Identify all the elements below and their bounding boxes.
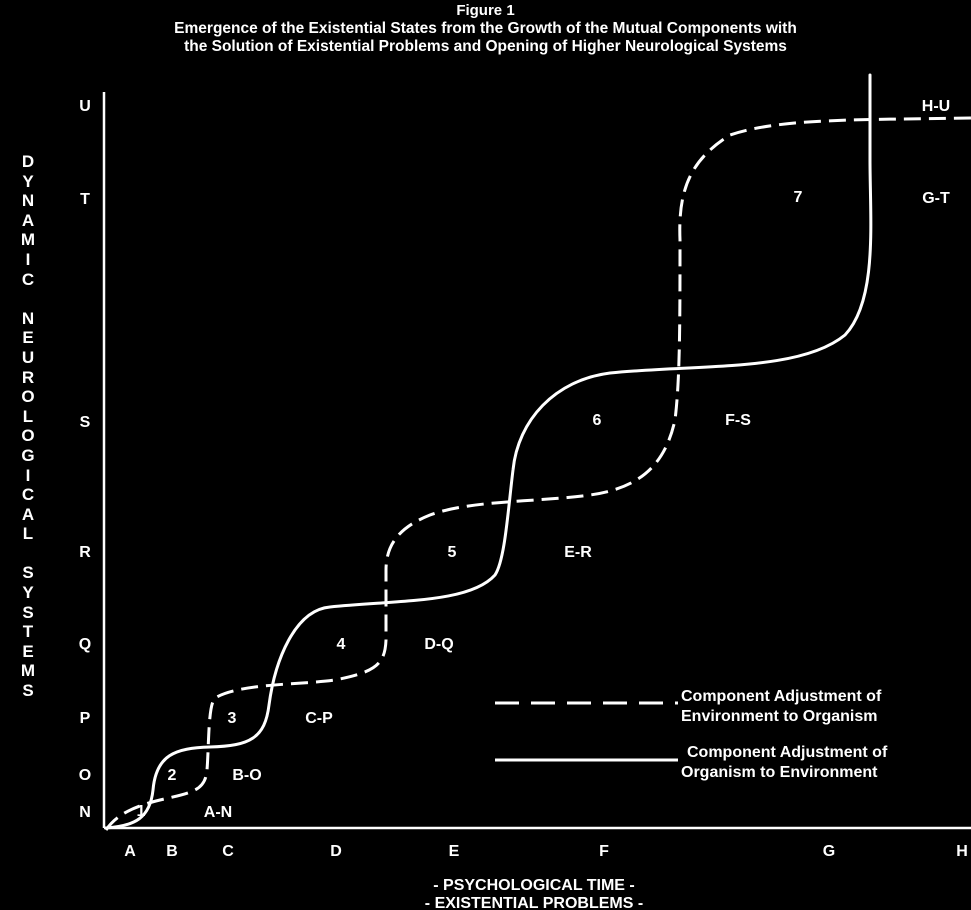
state-number-4: 4: [337, 636, 346, 653]
y-axis-label-letter: N: [21, 308, 35, 328]
x-tick-f: F: [599, 843, 609, 860]
x-axis-label-line-1: - PSYCHOLOGICAL TIME -: [433, 877, 634, 894]
y-axis-label-letter: C: [21, 269, 35, 289]
figure-number: Figure 1: [456, 2, 515, 19]
y-axis-label-letter: I: [25, 249, 31, 269]
y-axis-label-letter: C: [21, 485, 35, 505]
x-tick-d: D: [330, 843, 342, 860]
legend-dashed-label-2: Environment to Organism: [681, 708, 877, 725]
y-axis-label-letter: M: [20, 661, 36, 681]
y-tick-q: Q: [79, 636, 91, 653]
x-tick-e: E: [449, 843, 460, 860]
x-axis-label-line-2: - EXISTENTIAL PROBLEMS -: [425, 895, 643, 910]
state-label-b-o: B-O: [232, 767, 261, 784]
legend-solid-label-1: Component Adjustment of: [687, 744, 888, 761]
y-axis-label-letter: T: [22, 622, 34, 642]
y-axis-label-letter: A: [21, 504, 35, 524]
y-axis-label-letter: I: [25, 465, 31, 485]
state-label-g-t: G-T: [922, 190, 950, 207]
y-tick-t: T: [80, 191, 90, 208]
y-tick-o: O: [79, 767, 91, 784]
state-number-1: 1: [137, 803, 146, 820]
state-number-5: 5: [448, 544, 457, 561]
legend-dashed-label-1: Component Adjustment of: [681, 688, 882, 705]
state-number-2: 2: [168, 767, 177, 784]
y-axis-label-letter: G: [21, 445, 35, 465]
y-axis-label-letter: O: [21, 426, 35, 446]
y-axis-label-letter: L: [22, 406, 34, 426]
y-axis-label-letter: M: [20, 230, 36, 250]
y-axis-label-letter: E: [22, 641, 34, 661]
y-axis-label-letter: A: [21, 210, 35, 230]
legend-solid-label-2: Organism to Environment: [681, 764, 878, 781]
x-tick-c: C: [222, 843, 234, 860]
figure-title-line-2: the Solution of Existential Problems and…: [184, 38, 787, 55]
y-axis-label-letter: S: [22, 602, 34, 622]
y-axis-label-letter: Y: [22, 583, 34, 603]
y-axis-label-letter: L: [22, 524, 34, 544]
state-label-h-u: H-U: [922, 98, 950, 115]
state-number-3: 3: [228, 710, 237, 727]
y-tick-r: R: [79, 544, 91, 561]
y-axis-label-letter: S: [22, 681, 34, 701]
y-axis-label-letter: R: [21, 367, 35, 387]
y-axis-label-letter: N: [21, 191, 35, 211]
environment-to-organism-curve: [104, 116, 971, 831]
state-label-f-s: F-S: [725, 412, 751, 429]
y-tick-u: U: [79, 98, 91, 115]
y-axis-label-letter: Y: [22, 171, 34, 191]
x-tick-g: G: [823, 843, 835, 860]
x-tick-a: A: [124, 843, 136, 860]
y-axis-label-letter: D: [21, 152, 35, 171]
y-axis-label-letter: S: [22, 563, 34, 583]
state-label-d-q: D-Q: [424, 636, 453, 653]
y-tick-n: N: [79, 804, 91, 821]
state-label-e-r: E-R: [564, 544, 592, 561]
figure-title-line-1: Emergence of the Existential States from…: [174, 20, 797, 37]
y-tick-s: S: [80, 414, 91, 431]
y-tick-p: P: [80, 710, 91, 727]
x-tick-b: B: [166, 843, 178, 860]
y-axis-label-letter: U: [21, 347, 35, 367]
x-tick-h: H: [956, 843, 968, 860]
state-label-c-p: C-P: [305, 710, 333, 727]
y-axis-label-letter: O: [21, 387, 35, 407]
state-number-7: 7: [794, 189, 803, 206]
y-axis-label-letter: E: [22, 328, 34, 348]
state-label-a-n: A-N: [204, 804, 232, 821]
state-number-6: 6: [593, 412, 602, 429]
organism-to-environment-curve: [104, 73, 873, 830]
